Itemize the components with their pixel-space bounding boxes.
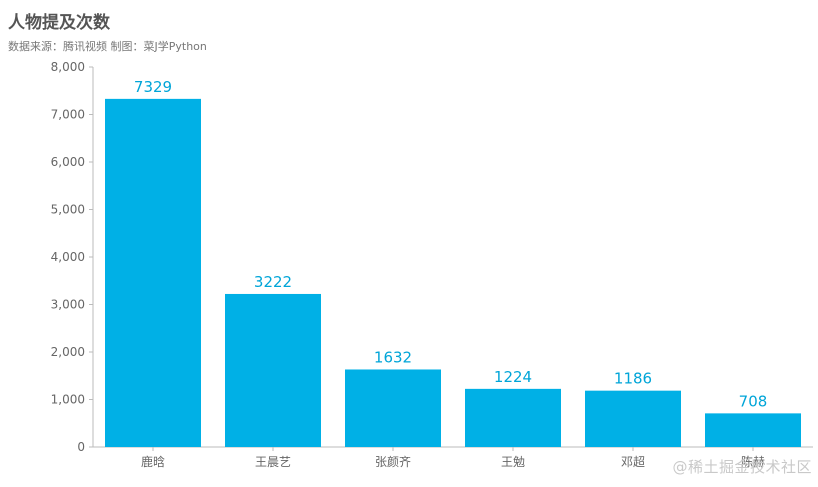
y-tick-label: 0 (77, 440, 85, 454)
data-label: 1224 (494, 368, 532, 386)
x-tick-label: 张颜齐 (375, 454, 411, 469)
x-tick-label: 王勉 (501, 455, 525, 469)
y-tick-label: 1,000 (51, 393, 85, 407)
data-label: 708 (739, 392, 768, 410)
bar (345, 369, 441, 447)
y-tick-label: 3,000 (51, 298, 85, 312)
data-label: 3222 (254, 273, 292, 291)
chart-subtitle: 数据来源：腾讯视频 制图：菜J学Python (8, 40, 207, 53)
watermark: @稀土掘金技术社区 (672, 458, 812, 476)
x-tick-label: 邓超 (621, 454, 645, 469)
y-tick-label: 4,000 (51, 250, 85, 264)
y-tick-label: 7,000 (51, 108, 85, 122)
data-label: 1186 (614, 370, 652, 388)
x-axis: 鹿晗 王晨艺 张颜齐 王勉 邓超 陈赫 (93, 446, 813, 469)
bar (105, 98, 201, 447)
chart-title: 人物提及次数 (8, 13, 110, 33)
bar (225, 293, 321, 447)
x-tick-label: 鹿晗 (141, 454, 165, 469)
data-label: 7329 (134, 78, 172, 96)
x-tick-label: 王晨艺 (255, 455, 291, 469)
bar (465, 388, 561, 447)
y-tick-label: 5,000 (51, 203, 85, 217)
y-tick-label: 8,000 (51, 60, 85, 74)
y-tick-label: 2,000 (51, 345, 85, 359)
x-tick-label: 陈赫 (741, 454, 765, 469)
bar (585, 390, 681, 447)
bar (705, 413, 801, 447)
y-tick-label: 6,000 (51, 155, 85, 169)
data-label: 1632 (374, 348, 412, 366)
bars: 7329 3222 1632 1224 1186 708 (105, 78, 801, 447)
y-axis: 0 1,000 2,000 3,000 4,000 5,000 6,000 7,000 8,00… (51, 60, 94, 454)
